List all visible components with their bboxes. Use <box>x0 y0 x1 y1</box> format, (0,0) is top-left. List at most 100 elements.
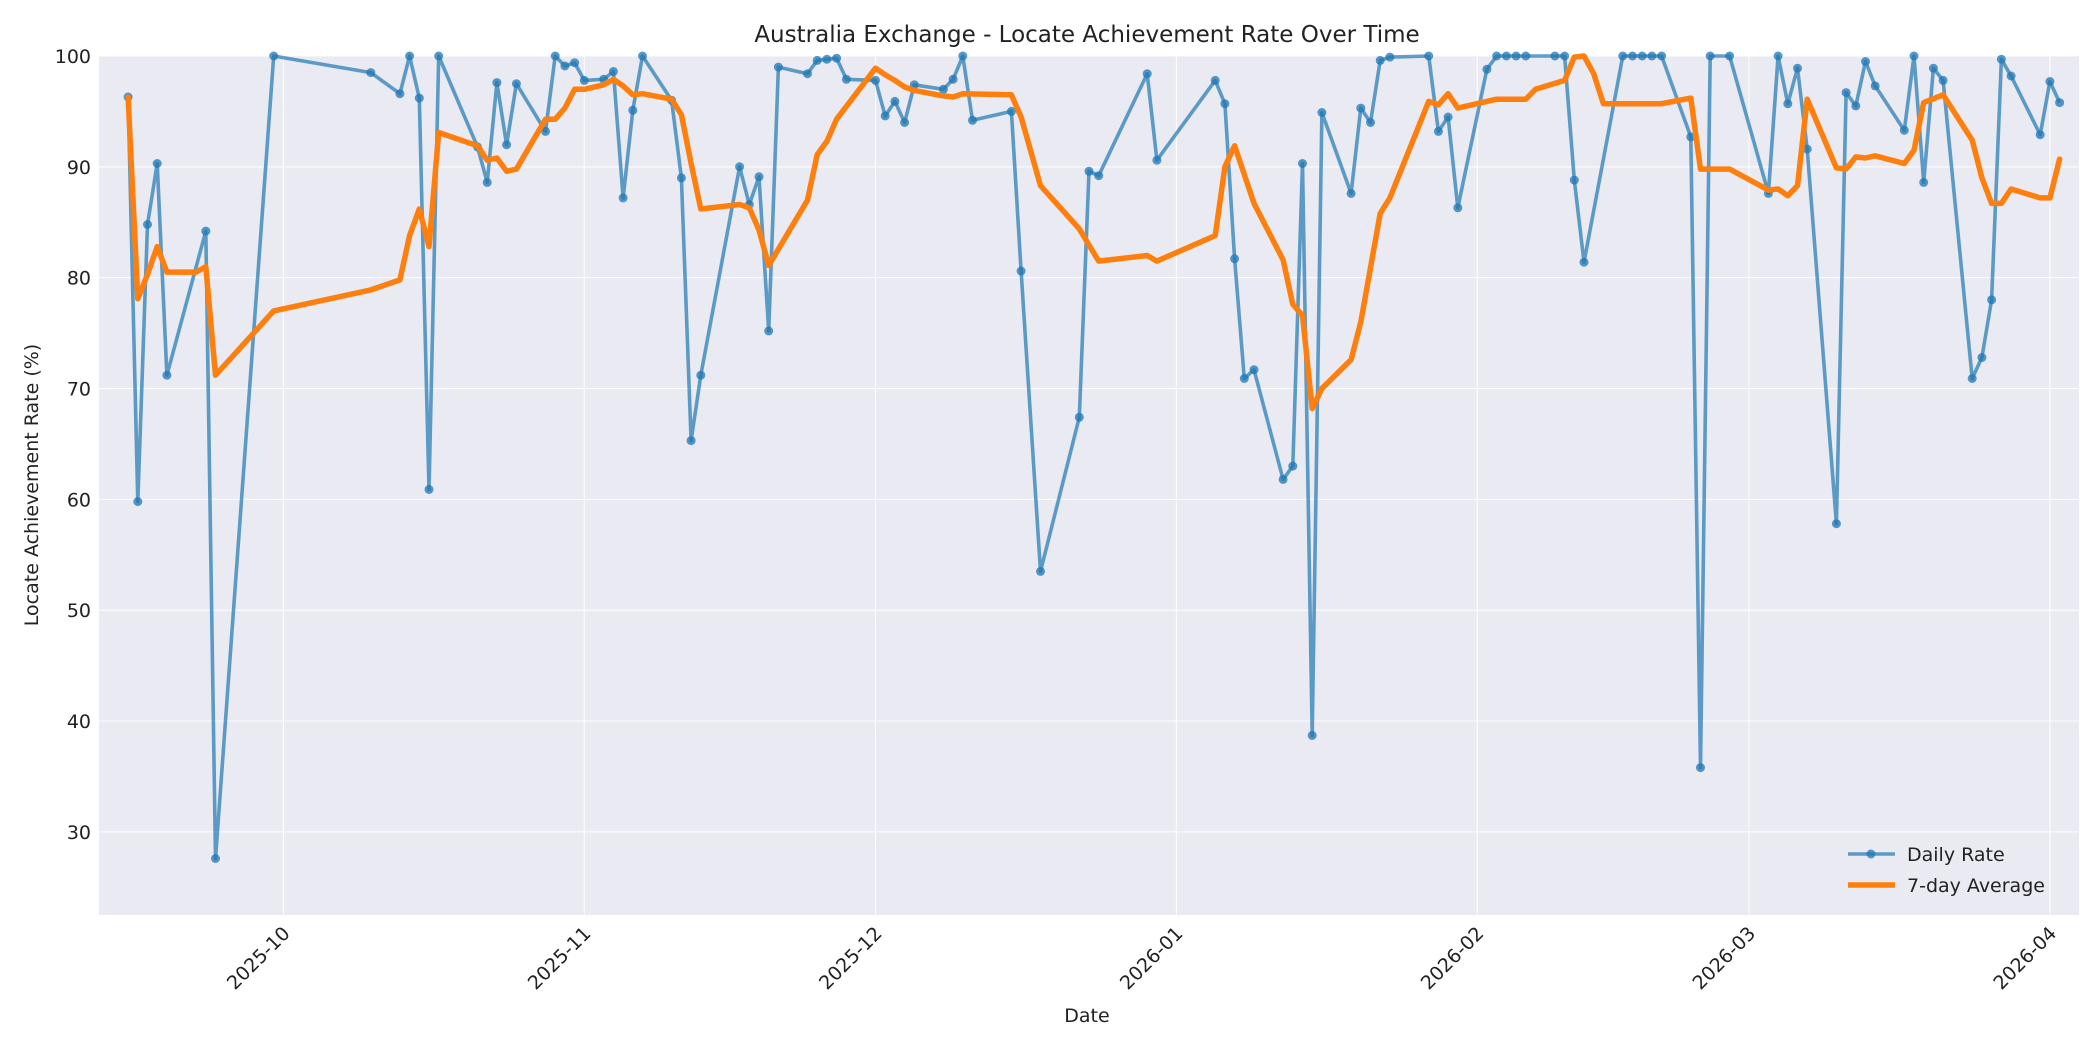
legend-label-7-day-average: 7-day Average <box>1907 875 2045 897</box>
daily-rate-point <box>414 93 424 103</box>
daily-rate-point <box>1433 126 1443 136</box>
daily-rate-point <box>1919 177 1929 187</box>
daily-rate-point <box>1356 103 1366 113</box>
daily-rate-point <box>754 172 764 182</box>
daily-rate-point <box>938 84 948 94</box>
daily-rate-point <box>812 55 822 65</box>
daily-rate-point <box>1773 51 1783 61</box>
daily-rate-point <box>1210 75 1220 85</box>
daily-rate-point <box>366 68 376 78</box>
daily-rate-point <box>1375 55 1385 65</box>
daily-rate-point <box>1657 51 1667 61</box>
daily-rate-point <box>511 79 521 89</box>
daily-rate-point <box>502 140 512 150</box>
daily-rate-point <box>1094 171 1104 181</box>
y-tick-label: 40 <box>67 711 91 733</box>
daily-rate-point <box>968 115 977 125</box>
daily-rate-point <box>832 53 842 63</box>
daily-rate-point <box>1443 112 1453 122</box>
y-axis-label: Locate Achievement Rate (%) <box>21 344 43 626</box>
daily-rate-point <box>1841 88 1851 98</box>
y-tick-label: 50 <box>67 600 91 622</box>
daily-rate-point <box>1385 52 1395 62</box>
daily-rate-point <box>1579 257 1589 267</box>
daily-rate-point <box>579 75 589 85</box>
daily-rate-point <box>2035 130 2045 140</box>
y-tick-label: 90 <box>67 157 91 179</box>
daily-rate-point <box>1074 412 1084 422</box>
daily-rate-point <box>550 51 560 61</box>
daily-rate-point <box>948 74 958 84</box>
daily-rate-point <box>686 436 696 446</box>
daily-rate-point <box>1783 99 1793 109</box>
daily-rate-point <box>900 118 910 127</box>
series-layer <box>123 51 2065 863</box>
daily-rate-point <box>1705 51 1715 61</box>
daily-rate-point <box>1967 374 1977 383</box>
daily-rate-point <box>1366 118 1375 127</box>
daily-rate-point <box>1928 63 1938 73</box>
daily-rate-point <box>773 62 783 72</box>
x-tick-label: 2025-11 <box>524 923 596 995</box>
chart-title: Australia Exchange - Locate Achievement … <box>754 22 1419 48</box>
daily-rate-point <box>1899 125 1909 135</box>
daily-rate-point <box>405 51 415 61</box>
daily-rate-point <box>1569 175 1579 185</box>
daily-rate-point <box>1637 51 1647 61</box>
x-axis-label: Date <box>1064 1005 1109 1027</box>
daily-rate-point <box>890 96 900 106</box>
daily-rate-point <box>1725 51 1735 61</box>
daily-rate-point <box>1861 57 1870 66</box>
daily-rate-point <box>560 61 570 71</box>
daily-rate-point <box>1831 519 1841 529</box>
daily-rate-point <box>395 89 405 99</box>
daily-rate-point <box>1647 51 1657 61</box>
daily-rate-point <box>803 69 812 79</box>
daily-rate-point <box>1696 763 1705 773</box>
y-tick-label: 80 <box>67 268 91 290</box>
x-tick-label: 2026-03 <box>1688 923 1760 995</box>
daily-rate-point <box>676 173 686 183</box>
daily-rate-point <box>608 67 618 76</box>
grid-lines <box>99 55 2079 915</box>
daily-rate-point <box>143 220 152 229</box>
daily-rate-point <box>1938 75 1948 85</box>
daily-rate-point <box>628 105 638 115</box>
daily-rate-point <box>841 74 851 84</box>
daily-rate-point <box>1298 159 1307 168</box>
daily-rate-point <box>211 854 220 863</box>
daily-rate-point <box>764 326 774 336</box>
daily-rate-point <box>2055 98 2065 108</box>
daily-rate-point <box>1278 474 1288 484</box>
daily-rate-point <box>1521 51 1531 61</box>
daily-rate-point <box>1511 51 1521 61</box>
daily-rate-point <box>2006 71 2016 81</box>
daily-rate-point <box>1307 730 1317 740</box>
x-tick-label: 2026-01 <box>1116 923 1188 995</box>
daily-rate-point <box>696 370 706 380</box>
daily-rate-point <box>1550 51 1560 61</box>
daily-rate-point <box>1152 155 1162 165</box>
daily-rate-point <box>638 51 647 61</box>
daily-rate-point <box>482 177 492 187</box>
daily-rate-point <box>735 162 745 172</box>
daily-rate-point <box>1870 81 1880 91</box>
daily-rate-point <box>1793 63 1802 73</box>
daily-rate-point <box>1006 106 1016 116</box>
daily-rate-point <box>1977 353 1987 362</box>
y-tick-label: 30 <box>67 822 91 844</box>
daily-rate-point <box>492 78 502 88</box>
x-tick-label: 2026-04 <box>1989 923 2061 995</box>
daily-rate-point <box>541 126 550 136</box>
daily-rate-point <box>1220 99 1230 109</box>
daily-rate-point <box>1016 266 1026 276</box>
daily-rate-point <box>1317 108 1327 117</box>
x-tick-label: 2025-12 <box>815 923 887 995</box>
daily-rate-point <box>1084 166 1094 176</box>
daily-rate-point <box>822 54 832 64</box>
y-tick-label: 60 <box>67 489 91 511</box>
daily-rate-point <box>1851 101 1861 111</box>
daily-rate-point <box>880 111 890 121</box>
